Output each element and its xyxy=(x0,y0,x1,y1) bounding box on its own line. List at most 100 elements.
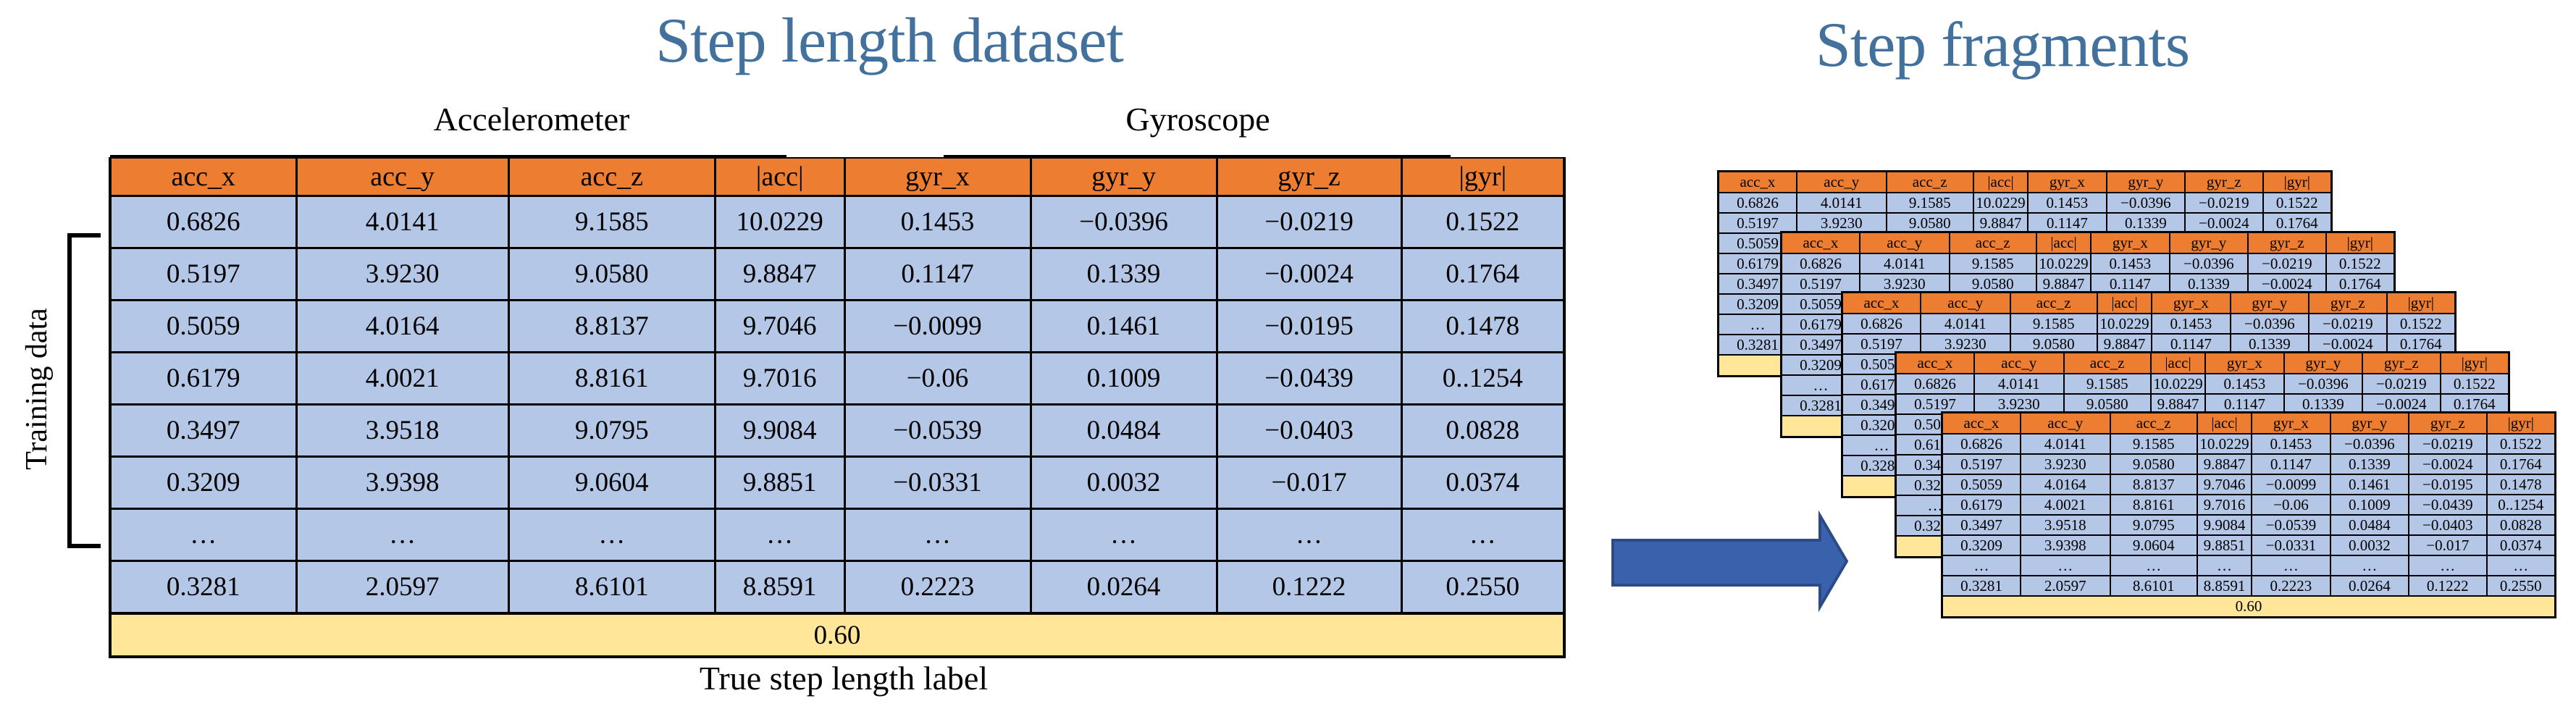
table-cell: 9.8851 xyxy=(713,455,846,510)
table-cell: 4.0141 xyxy=(2019,433,2111,455)
column-header: gyr_x xyxy=(843,158,1032,197)
step-length-label-cell: 0.60 xyxy=(1941,595,2556,618)
table-cell: 9.0795 xyxy=(507,403,716,458)
table-cell: … xyxy=(2329,555,2410,576)
table-cell: 9.9084 xyxy=(713,403,846,458)
table-row: 0.6826 4.0141 9.1585 10.0229 0.1453 −0.0396 −0… xyxy=(1941,433,2556,455)
column-header: gyr_z xyxy=(2362,351,2441,374)
table-cell: 0.6826 xyxy=(1717,192,1797,214)
table-cell: 10.0229 xyxy=(2196,433,2253,455)
table-row: …………………… xyxy=(1941,555,2556,576)
table-cell: 4.0141 xyxy=(1973,373,2065,395)
table-cell: 9.8847 xyxy=(2196,453,2253,475)
table-cell: 9.7016 xyxy=(713,351,846,406)
table-cell: … xyxy=(109,508,298,562)
column-header: gyr_y xyxy=(2229,291,2310,314)
table-cell: −0.0099 xyxy=(2251,474,2331,495)
table-cell: −0.0396 xyxy=(2168,253,2249,274)
accelerometer-group-label: Accelerometer xyxy=(433,101,630,138)
column-header: gyr_x xyxy=(2204,351,2285,374)
table-cell: 0.1522 xyxy=(2439,373,2510,395)
table-cell: 0.1478 xyxy=(2485,474,2556,495)
table-cell: −0.0219 xyxy=(2408,433,2488,455)
table-cell: 0..1254 xyxy=(1400,351,1566,406)
table-cell: … xyxy=(2019,555,2111,576)
column-header: gyr_y xyxy=(1029,158,1218,197)
table-cell: … xyxy=(713,508,846,562)
table-cell: 9.0580 xyxy=(2109,453,2198,475)
table-cell: 3.9230 xyxy=(1795,212,1887,234)
column-header: |acc| xyxy=(1972,170,2029,193)
table-cell: … xyxy=(1215,508,1403,562)
table-cell: 0.1222 xyxy=(2408,575,2488,597)
table-cell: 10.0229 xyxy=(2149,373,2207,395)
table-cell: 0.5059 xyxy=(109,299,298,353)
table-cell: 0.3281 xyxy=(109,560,298,615)
table-cell: 2.0597 xyxy=(2019,575,2111,597)
table-cell: 9.0580 xyxy=(1885,212,1974,234)
column-header: gyr_y xyxy=(2168,231,2249,254)
table-cell: 0.1147 xyxy=(843,247,1032,301)
table-cell: 4.0141 xyxy=(1858,253,1950,274)
column-header: |gyr| xyxy=(2485,411,2556,434)
table-cell: 9.0604 xyxy=(507,455,716,510)
table-cell: 9.8847 xyxy=(713,247,846,301)
true-step-length-caption: True step length label xyxy=(699,660,989,697)
column-header: |gyr| xyxy=(2262,170,2333,193)
table-cell: 0.1478 xyxy=(1400,299,1566,353)
table-cell: −0.0396 xyxy=(2105,192,2186,214)
table-cell: 4.0021 xyxy=(295,351,510,406)
table-cell: 0.1522 xyxy=(2386,313,2457,335)
table-cell: 0.3209 xyxy=(109,455,298,510)
table-cell: −0.0219 xyxy=(2362,373,2441,395)
column-header: acc_y xyxy=(1795,170,1887,193)
training-data-label: Training data xyxy=(20,308,54,470)
table-cell: 10.0229 xyxy=(1972,192,2029,214)
sensor-table: acc_x acc_y acc_z |acc| gyr_x gyr_y gyr_z |gyr|… xyxy=(109,157,1566,658)
training-data-bracket xyxy=(67,233,101,548)
table-cell: 9.9084 xyxy=(2196,514,2253,536)
column-header: |gyr| xyxy=(2325,231,2396,254)
table-cell: 9.8847 xyxy=(1972,212,2029,234)
column-header: gyr_z xyxy=(2184,170,2264,193)
table-cell: −0.0396 xyxy=(2329,433,2410,455)
table-cell: 8.8161 xyxy=(2109,494,2198,516)
table-cell: −0.0024 xyxy=(1215,247,1403,301)
table-cell: −0.0219 xyxy=(1215,195,1403,249)
table-row: 0.6826 4.0141 9.1585 10.0229 0.1453 −0.0396 −0… xyxy=(1841,313,2457,335)
table-cell: 9.7046 xyxy=(2196,474,2253,495)
table-cell: 0.0828 xyxy=(2485,514,2556,536)
column-header: acc_y xyxy=(295,158,510,197)
column-header: |acc| xyxy=(2149,351,2207,374)
table-cell: 9.7046 xyxy=(713,299,846,353)
table-cell: 0.1522 xyxy=(2485,433,2556,455)
table-cell: −0.0396 xyxy=(2229,313,2310,335)
column-header: gyr_z xyxy=(2308,291,2388,314)
column-header: |acc| xyxy=(713,158,846,197)
column-header: acc_z xyxy=(1885,170,1974,193)
sensor-table: acc_x acc_y acc_z |acc| gyr_x gyr_y gyr_z |gyr|… xyxy=(1941,411,2556,618)
table-cell: 0.6826 xyxy=(1841,313,1921,335)
table-cell: 9.7016 xyxy=(2196,494,2253,516)
table-cell: 3.9518 xyxy=(2019,514,2111,536)
column-header: acc_z xyxy=(2009,291,2098,314)
table-cell: −0.0331 xyxy=(2251,534,2331,556)
table-cell: −0.0024 xyxy=(2184,212,2264,234)
table-cell: 8.8591 xyxy=(2196,575,2253,597)
table-cell: 0.5197 xyxy=(1780,273,1860,295)
table-cell: 9.1585 xyxy=(1885,192,1974,214)
column-header: gyr_x xyxy=(2151,291,2231,314)
column-header: gyr_x xyxy=(2090,231,2170,254)
column-header: gyr_x xyxy=(2251,411,2331,434)
column-header: |acc| xyxy=(2035,231,2092,254)
table-cell: 2.0597 xyxy=(295,560,510,615)
table-cell: −0.0331 xyxy=(843,455,1032,510)
table-cell: 0.0032 xyxy=(1029,455,1218,510)
table-cell: 0.2550 xyxy=(1400,560,1566,615)
